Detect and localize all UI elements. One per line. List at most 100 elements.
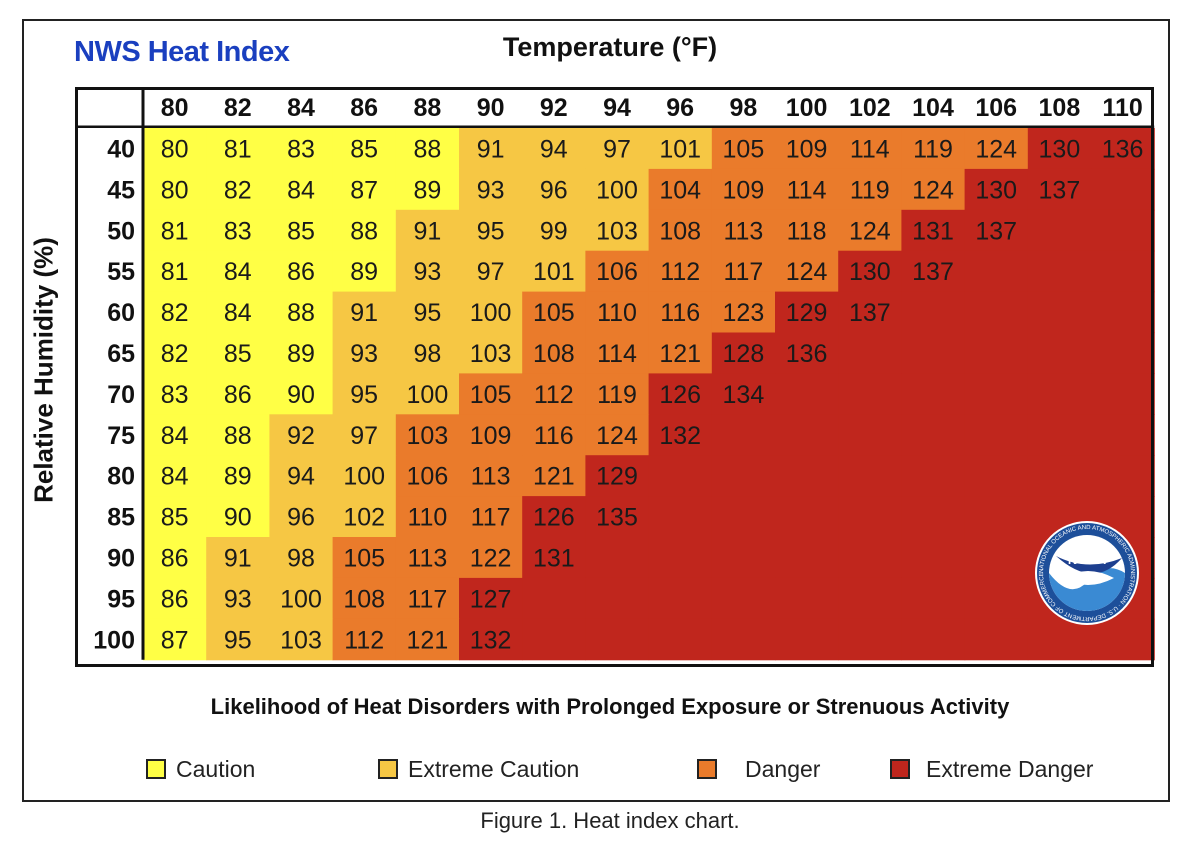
heatmap-cell — [838, 537, 902, 579]
heatmap-cell — [648, 496, 713, 538]
heatmap-cell — [522, 537, 586, 579]
data-label: 112 — [660, 258, 700, 286]
legend-label-extreme-danger: Extreme Danger — [926, 755, 1094, 782]
heatmap-cell — [585, 332, 650, 374]
heatmap-cell — [1027, 209, 1092, 252]
heatmap-cell — [711, 618, 776, 661]
data-label: 95 — [413, 299, 441, 327]
heatmap-cell — [964, 455, 1029, 497]
heatmap-cell — [395, 537, 460, 579]
data-label: 89 — [350, 258, 378, 286]
legend-item-extreme-danger: Extreme Danger — [890, 755, 1093, 783]
heatmap-cell — [1091, 291, 1155, 334]
heatmap-cell — [332, 577, 397, 620]
x-tick-label: 104 — [912, 94, 954, 122]
heatmap-cell — [269, 373, 334, 415]
heatmap-cell — [585, 373, 650, 415]
data-label: 94 — [287, 463, 315, 491]
heatmap-cell — [522, 496, 586, 538]
heatmap-cell — [395, 618, 460, 661]
heatmap-cell — [901, 332, 966, 374]
y-tick-label: 60 — [107, 299, 135, 327]
data-label: 109 — [723, 176, 765, 204]
heatmap-cell — [269, 291, 334, 334]
heatmap-cell — [395, 414, 460, 456]
heatmap-cell — [1091, 414, 1155, 456]
y-tick-label: 70 — [107, 381, 135, 409]
y-tick-label: 80 — [107, 463, 135, 491]
heatmap-cell — [648, 128, 713, 170]
heatmap-cell — [775, 209, 839, 252]
data-label: 81 — [224, 135, 252, 163]
data-label: 110 — [407, 504, 447, 532]
heatmap-cell — [269, 128, 334, 170]
chart-title: NWS Heat Index — [74, 36, 290, 68]
heatmap-cell — [206, 414, 270, 456]
heatmap-cell — [459, 537, 523, 579]
y-tick-column-band — [77, 128, 143, 660]
data-label: 119 — [913, 135, 953, 163]
heatmap-cell — [901, 373, 966, 415]
data-label: 84 — [161, 422, 189, 450]
x-tick-label: 90 — [477, 94, 505, 122]
heatmap-cell — [964, 291, 1029, 334]
legend-label-extreme-caution: Extreme Caution — [408, 755, 580, 782]
data-label: 105 — [343, 544, 385, 572]
heatmap-cell — [648, 250, 713, 293]
heatmap-cell — [395, 168, 460, 211]
heatmap-cell — [522, 373, 586, 415]
data-label: 137 — [975, 217, 1017, 245]
data-label: 122 — [470, 544, 512, 572]
heatmap-cell — [901, 618, 966, 661]
data-label: 114 — [850, 135, 890, 163]
heatmap-cell — [332, 537, 397, 579]
heatmap-cell — [143, 128, 207, 170]
heatmap-cell — [711, 128, 776, 170]
data-label: 95 — [477, 217, 505, 245]
heatmap-cell — [332, 291, 397, 334]
data-label: 83 — [287, 135, 315, 163]
heatmap-cell — [964, 496, 1029, 538]
data-label: 103 — [596, 217, 638, 245]
heatmap-cell — [775, 455, 839, 497]
data-label: 93 — [413, 258, 441, 286]
heatmap-cell — [395, 250, 460, 293]
heatmap-cell — [332, 496, 397, 538]
heatmap-cell — [206, 250, 270, 293]
heatmap-cell — [269, 414, 334, 456]
heatmap-cell — [1091, 618, 1155, 661]
heatmap-cell — [775, 373, 839, 415]
heatmap-cell — [775, 250, 839, 293]
heatmap-cell — [522, 414, 586, 456]
heatmap-cell — [648, 332, 713, 374]
heatmap-cell — [459, 291, 523, 334]
heatmap-cell — [459, 250, 523, 293]
data-label: 101 — [533, 258, 575, 286]
legend-swatch-caution — [146, 759, 166, 779]
data-label: 82 — [161, 340, 189, 368]
y-tick-label: 65 — [107, 340, 135, 368]
data-label: 100 — [596, 176, 638, 204]
data-label: 84 — [224, 299, 252, 327]
x-tick-label: 108 — [1039, 94, 1081, 122]
heatmap-cell — [775, 537, 839, 579]
heatmap-cell — [332, 250, 397, 293]
heatmap-cell — [585, 455, 650, 497]
y-tick-label: 100 — [93, 626, 135, 654]
heatmap-cell — [206, 332, 270, 374]
data-label: 121 — [407, 626, 449, 654]
data-label: 127 — [470, 585, 512, 613]
legend-item-extreme-caution: Extreme Caution — [378, 755, 579, 783]
data-label: 114 — [787, 176, 827, 204]
heatmap-cell — [459, 455, 523, 497]
data-label: 96 — [540, 176, 568, 204]
data-label: 87 — [350, 176, 378, 204]
data-label: 118 — [787, 217, 827, 245]
data-label: 93 — [350, 340, 378, 368]
heatmap-cell — [1027, 250, 1092, 293]
heatmap-cell — [1091, 332, 1155, 374]
data-label: 95 — [350, 381, 378, 409]
heatmap-cell — [901, 128, 966, 170]
data-label: 100 — [407, 381, 449, 409]
heatmap-cell — [964, 414, 1029, 456]
